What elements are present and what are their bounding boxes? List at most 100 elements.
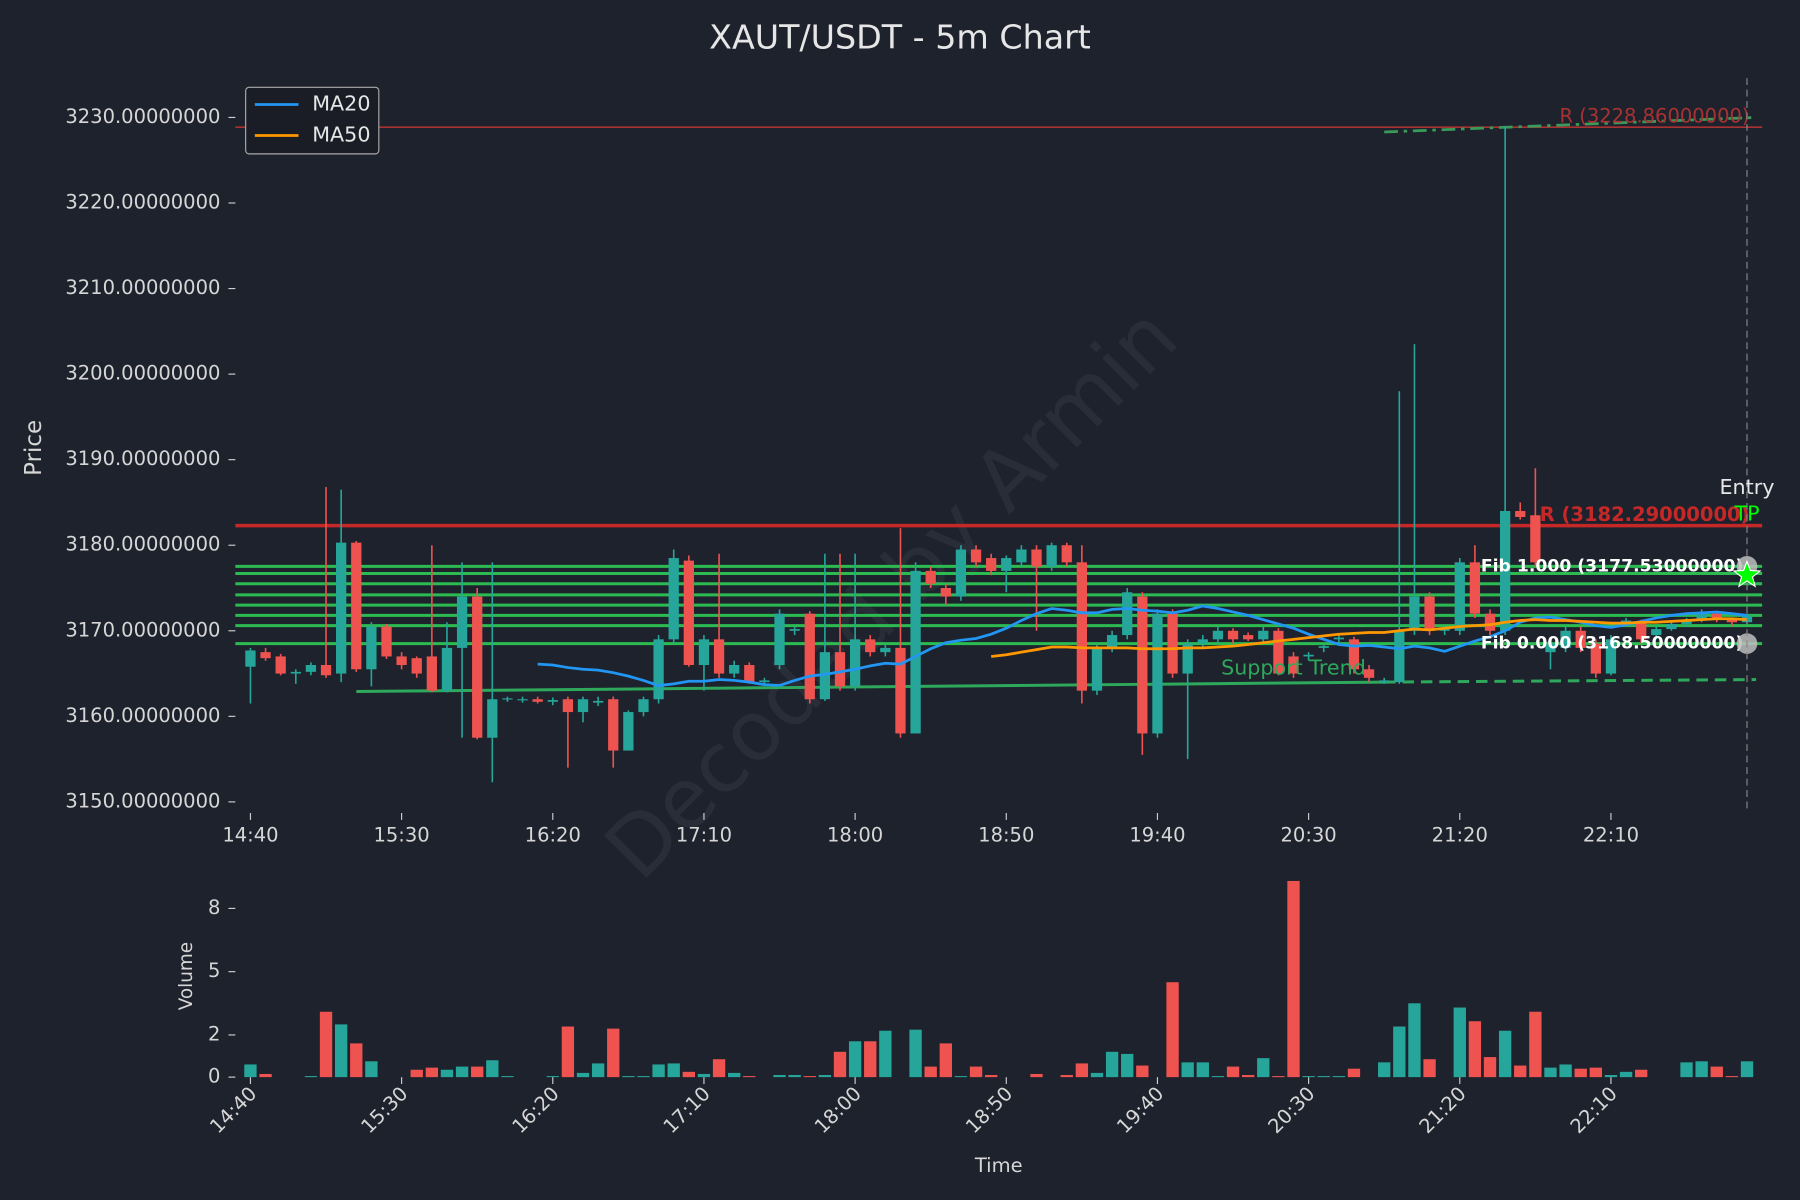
candle-body — [1212, 630, 1224, 640]
volume-bar — [1453, 1007, 1466, 1078]
legend-label: MA50 — [312, 123, 370, 147]
volume-bar — [1272, 1076, 1285, 1078]
volume-bar — [712, 1059, 726, 1078]
candle-body — [426, 656, 437, 691]
resistance-trend — [1384, 116, 1757, 134]
volume-bar — [1317, 1076, 1330, 1078]
candle-body — [592, 700, 604, 703]
volume-bar — [682, 1071, 695, 1078]
volume-bar — [773, 1075, 786, 1078]
fib-label: Fib 1.000 (3177.53000000) — [1481, 556, 1743, 576]
volume-bar — [1635, 1069, 1648, 1078]
candle-body — [320, 665, 332, 676]
candle-body — [1439, 629, 1450, 631]
candle-body — [532, 699, 543, 702]
volume-bar — [1347, 1068, 1361, 1078]
x-tick-label: 19:40 — [1129, 823, 1185, 846]
volume-bar — [259, 1073, 272, 1078]
x-tick-label: 20:30 — [1281, 823, 1337, 846]
candle-body — [1666, 623, 1677, 630]
candle-body — [245, 650, 256, 667]
candle-body — [1167, 613, 1178, 674]
resistance-label: R (3228.86000000) — [1559, 104, 1749, 127]
candle-body — [653, 639, 664, 700]
volume-bar — [1166, 982, 1179, 1078]
volume-bar — [1529, 1011, 1542, 1078]
volume-bar — [1468, 1021, 1482, 1078]
candle-body — [668, 558, 679, 640]
volume-bar — [788, 1075, 801, 1078]
candle-body — [1363, 669, 1375, 678]
candle-body — [1333, 637, 1344, 640]
volume-bar — [1710, 1066, 1723, 1078]
volume-bar — [1241, 1075, 1255, 1078]
y-tick-label: 3150.00000000 — [65, 789, 220, 812]
candle-body — [411, 658, 422, 674]
x-axis-label: Time — [974, 1154, 1023, 1177]
x-tick-label: 18:00 — [827, 823, 883, 846]
candle-body — [547, 700, 558, 702]
candle-body — [759, 680, 770, 683]
candle-body — [774, 613, 785, 666]
candle-body — [1031, 549, 1042, 567]
candle-body — [1379, 680, 1390, 683]
volume-bar — [1181, 1062, 1194, 1078]
candle-body — [804, 613, 815, 700]
volume-bar — [667, 1063, 680, 1078]
volume-y-tick-label: 5 — [208, 959, 220, 982]
candle-body — [623, 712, 634, 751]
volume-bar — [1332, 1076, 1346, 1078]
candle-body — [336, 542, 347, 674]
candle-body — [1227, 630, 1239, 640]
x-tick-label: 16:20 — [525, 823, 581, 846]
candle-body — [1122, 592, 1133, 636]
candle-body — [351, 542, 362, 670]
candle-body — [970, 549, 982, 563]
candle-body — [1681, 620, 1692, 624]
volume-bar — [561, 1026, 575, 1078]
volume-axis-label: Volume — [176, 942, 197, 1010]
volume-bar — [1423, 1059, 1436, 1078]
candle-body — [502, 698, 513, 700]
candle-body — [986, 558, 997, 571]
volume-bar — [924, 1066, 937, 1078]
candle-body — [895, 647, 906, 734]
volume-bar — [652, 1064, 665, 1078]
candle-body — [1484, 613, 1496, 631]
x-tick-label: 14:40 — [222, 823, 278, 846]
candle-body — [1560, 630, 1571, 648]
candle-body — [1061, 545, 1072, 563]
candle-body — [1530, 515, 1541, 563]
candle-body — [487, 699, 498, 738]
legend: MA20 MA50 — [245, 86, 380, 155]
volume-bar — [546, 1076, 559, 1078]
volume-y-tick-label: 2 — [208, 1022, 220, 1045]
candle-body — [1348, 639, 1360, 670]
candle-body — [472, 596, 483, 738]
y-tick-label: 3210.00000000 — [65, 276, 220, 299]
candle-body — [1590, 643, 1601, 674]
volume-bar — [954, 1076, 968, 1078]
support-trend-label: Support Trend — [1221, 655, 1366, 679]
candle-body — [396, 656, 407, 666]
candle-body — [1273, 630, 1284, 674]
candle-body — [1258, 630, 1269, 640]
x-tick-label: 15:30 — [374, 823, 430, 846]
volume-bar — [1498, 1030, 1512, 1078]
candle-body — [1545, 643, 1556, 653]
y-tick-label: 3220.00000000 — [65, 190, 220, 213]
candle-body — [1243, 635, 1254, 640]
volume-bar — [848, 1041, 862, 1078]
volume-bar — [486, 1060, 499, 1078]
volume-bar — [1408, 1003, 1421, 1078]
x-tick-label: 22:10 — [1583, 823, 1639, 846]
ma-line — [991, 617, 1748, 658]
candle-body — [1696, 613, 1707, 621]
volume-bar — [697, 1073, 711, 1078]
volume-bar — [1574, 1068, 1587, 1078]
volume-bar — [425, 1067, 439, 1078]
volume-bar — [939, 1043, 952, 1078]
volume-bar — [879, 1030, 892, 1078]
volume-bar — [1378, 1062, 1391, 1078]
volume-bar — [576, 1072, 590, 1078]
